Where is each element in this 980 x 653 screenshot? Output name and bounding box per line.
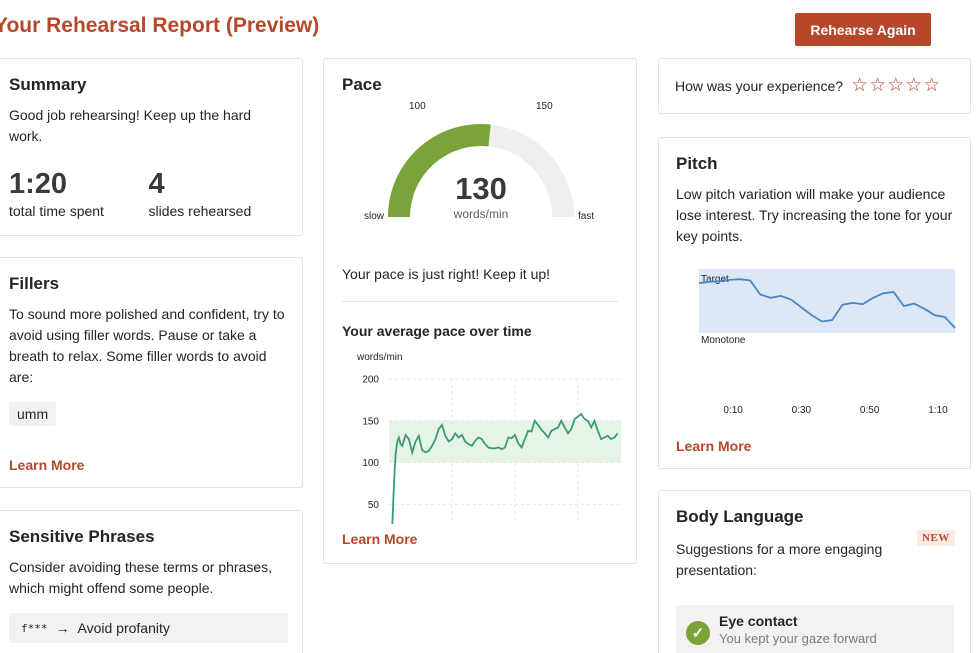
pace-ytick-label: 150 bbox=[362, 416, 379, 427]
slides-value: 4 bbox=[148, 168, 165, 200]
slides-stat: 4 slides rehearsed bbox=[149, 167, 289, 219]
time-stat: 1:20 total time spent bbox=[9, 167, 149, 219]
sensitive-phrases-card: Sensitive Phrases Consider avoiding thes… bbox=[0, 510, 303, 653]
gauge-mark-low: 100 bbox=[409, 101, 426, 112]
pitch-xtick-label: 0:10 bbox=[723, 405, 743, 416]
filler-word-chip: umm bbox=[9, 402, 57, 426]
sensitive-phrase-row: f*** → Avoid profanity bbox=[9, 613, 288, 643]
time-value: 1:20 bbox=[9, 168, 68, 200]
pitch-message: Low pitch variation will make your audie… bbox=[676, 186, 953, 244]
gauge-unit: words/min bbox=[453, 207, 509, 221]
pace-ytick-label: 200 bbox=[362, 375, 379, 386]
pitch-chart: Target Monotone 0:10 0:30 0:50 1:10 bbox=[698, 269, 956, 416]
summary-stats: 1:20 total time spent 4 slides rehearsed bbox=[9, 167, 288, 219]
rating-card: How was your experience? ☆☆☆☆☆ bbox=[658, 58, 971, 114]
pitch-title: Pitch bbox=[676, 154, 718, 173]
pitch-card: Pitch Low pitch variation will make your… bbox=[658, 137, 971, 469]
body-language-card: Body Language NEW Suggestions for a more… bbox=[658, 490, 971, 653]
pace-gauge: 100 150 130 words/min slow fast bbox=[364, 101, 594, 222]
rehearse-again-button[interactable]: Rehearse Again bbox=[795, 13, 931, 46]
pace-over-time-chart: words/min0501001502000:190:380:57 bbox=[356, 352, 621, 524]
pitch-learn-more-link[interactable]: Learn More bbox=[676, 438, 752, 454]
summary-card: Summary Good job rehearsing! Keep up the… bbox=[0, 58, 303, 236]
page-title: Your Rehearsal Report (Preview) bbox=[0, 14, 320, 37]
fillers-message: To sound more polished and confident, tr… bbox=[9, 306, 285, 385]
body-language-message: Suggestions for a more engaging presenta… bbox=[676, 541, 883, 578]
pace-ytick-label: 100 bbox=[362, 458, 379, 469]
sensitive-message: Consider avoiding these terms or phrases… bbox=[9, 559, 273, 596]
pitch-xtick-label: 1:10 bbox=[928, 405, 948, 416]
star-icon[interactable]: ☆ bbox=[851, 75, 869, 96]
pace-line bbox=[391, 412, 619, 524]
sensitive-title: Sensitive Phrases bbox=[9, 527, 155, 546]
pace-chart-title: Your average pace over time bbox=[342, 323, 532, 339]
pace-message: Your pace is just right! Keep it up! bbox=[342, 266, 551, 282]
arrow-right-icon: → bbox=[55, 620, 70, 636]
summary-title: Summary bbox=[9, 75, 87, 94]
pace-title: Pace bbox=[342, 75, 382, 94]
gauge-fill bbox=[388, 124, 491, 218]
rating-question: How was your experience? bbox=[675, 78, 844, 94]
pace-divider bbox=[342, 301, 618, 302]
pitch-xtick-label: 0:50 bbox=[860, 405, 880, 416]
time-label: total time spent bbox=[9, 203, 104, 219]
fillers-card: Fillers To sound more polished and confi… bbox=[0, 257, 303, 488]
fillers-title: Fillers bbox=[9, 274, 60, 293]
pitch-xtick-label: 0:30 bbox=[792, 405, 812, 416]
pitch-monotone-label: Monotone bbox=[701, 335, 746, 346]
gauge-value: 130 bbox=[455, 171, 507, 206]
body-language-title: Body Language bbox=[676, 507, 804, 526]
star-icon[interactable]: ☆ bbox=[923, 75, 941, 96]
star-icon[interactable]: ☆ bbox=[887, 75, 905, 96]
star-rating: ☆☆☆☆☆ bbox=[851, 76, 941, 96]
summary-message: Good job rehearsing! Keep up the hard wo… bbox=[9, 107, 252, 144]
star-icon[interactable]: ☆ bbox=[905, 75, 923, 96]
pitch-line bbox=[698, 278, 956, 329]
star-icon[interactable]: ☆ bbox=[869, 75, 887, 96]
gauge-fast-label: fast bbox=[578, 211, 594, 222]
pace-chart-ylabel: words/min bbox=[356, 352, 403, 363]
checkmark-icon: ✓ bbox=[686, 621, 710, 645]
target-pace-band bbox=[389, 420, 621, 463]
eye-contact-suggestion: ✓ Eye contact You kept your gaze forward bbox=[676, 605, 954, 653]
pace-ytick-label: 50 bbox=[368, 500, 380, 511]
new-badge: NEW bbox=[917, 530, 955, 546]
suggestion-title: Eye contact bbox=[719, 613, 798, 629]
gauge-slow-label: slow bbox=[364, 211, 385, 222]
slides-label: slides rehearsed bbox=[148, 203, 252, 219]
pace-learn-more-link[interactable]: Learn More bbox=[342, 531, 418, 547]
pitch-target-label: Target bbox=[701, 274, 729, 285]
gauge-mark-high: 150 bbox=[536, 101, 553, 112]
fillers-learn-more-link[interactable]: Learn More bbox=[9, 457, 85, 473]
pace-card: Pace 100 150 130 words/min slow fast You… bbox=[323, 58, 637, 564]
sensitive-term: f*** bbox=[21, 621, 48, 635]
sensitive-advice: Avoid profanity bbox=[77, 620, 170, 636]
suggestion-subtitle: You kept your gaze forward bbox=[719, 631, 877, 646]
